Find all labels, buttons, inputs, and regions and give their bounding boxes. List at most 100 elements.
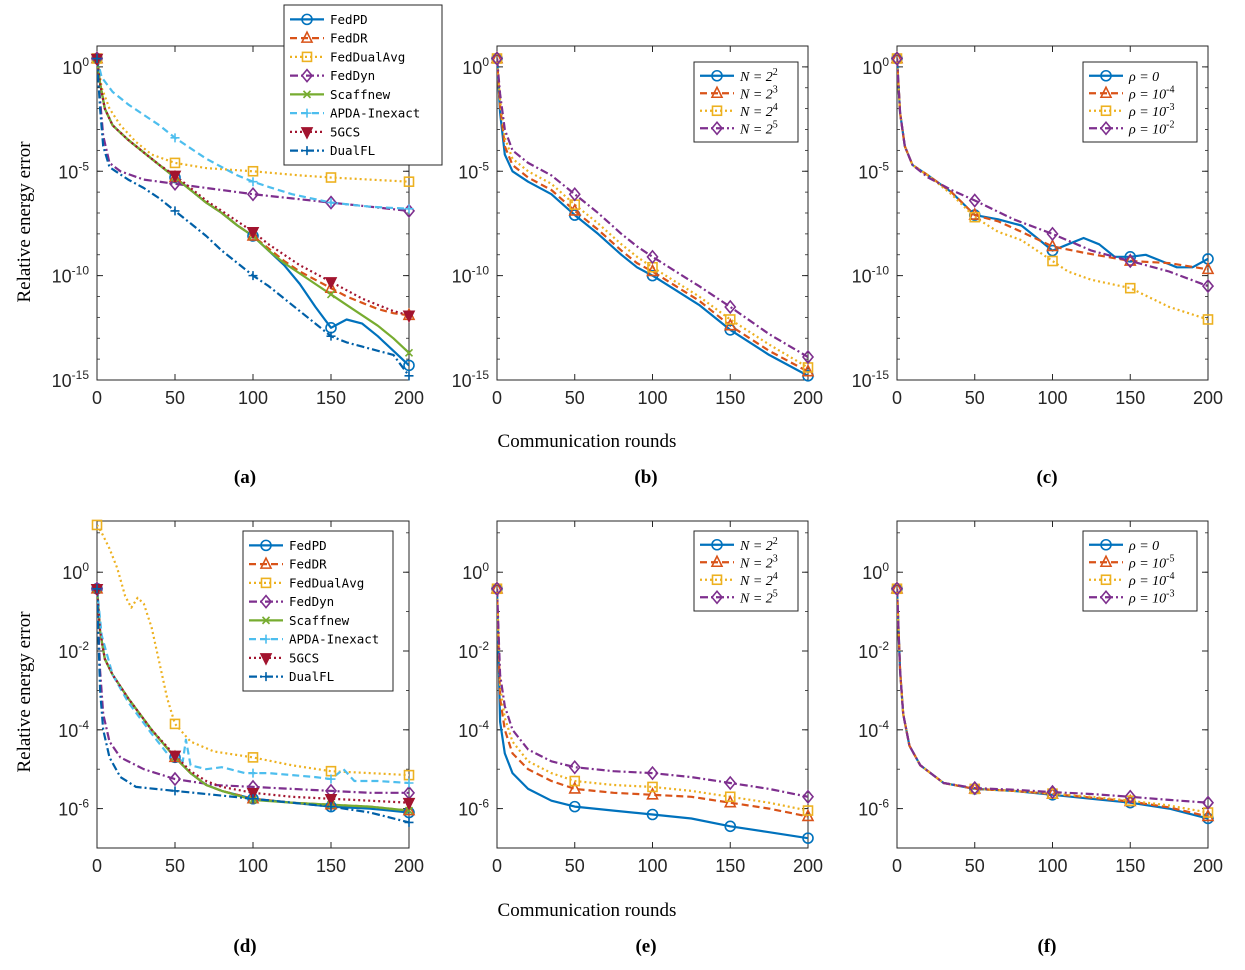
series-marker-3 — [1046, 226, 1059, 242]
legend-label: N = 24 — [739, 102, 778, 120]
legend-label: N = 24 — [739, 571, 778, 589]
legend-marker — [302, 90, 312, 99]
series-marker-2 — [724, 791, 736, 803]
series-marker-5 — [326, 774, 336, 784]
panel-label-f: (f) — [1038, 936, 1057, 957]
series-marker-0 — [568, 800, 581, 813]
legend-marker — [302, 108, 312, 118]
legend-label: FedDR — [330, 31, 368, 46]
series-marker-7 — [92, 54, 102, 64]
legend-label: ρ = 10-4 — [1128, 84, 1175, 102]
legend-marker — [261, 616, 271, 625]
legend-label: FedDyn — [330, 68, 375, 83]
series-marker-5 — [404, 204, 414, 214]
x-tick-label: 0 — [892, 856, 902, 876]
series-marker-3 — [490, 581, 504, 597]
legend-label: ρ = 0 — [1128, 539, 1159, 554]
legend-label: N = 23 — [739, 84, 778, 102]
x-tick-label: 100 — [238, 856, 268, 876]
series-marker-7 — [170, 786, 180, 796]
series-marker-3 — [568, 759, 581, 775]
series-group-b — [497, 58, 808, 377]
legend-marker — [259, 653, 273, 666]
x-tick-label: 150 — [316, 856, 346, 876]
legend-a: FedPD FedDR FedDualAvg FedDyn Scaffnew APDA-I… — [283, 4, 443, 166]
x-tick-label: 200 — [394, 388, 424, 408]
y-tick-label: 10-2 — [458, 639, 489, 662]
legend-marker — [1100, 574, 1112, 586]
series-marker-5 — [326, 198, 336, 208]
y-tick-label: 10-6 — [858, 797, 889, 820]
y-tick-label: 10-2 — [858, 639, 889, 662]
legend-b: N = 22N = 23N = 24N = 25 — [693, 61, 799, 143]
series-marker-7 — [170, 206, 180, 216]
x-tick-label: 50 — [165, 856, 185, 876]
series-marker-6 — [402, 797, 416, 811]
series-line-2 — [97, 58, 409, 183]
legend-label: ρ = 10-3 — [1128, 102, 1175, 120]
y-tick-label: 10-4 — [58, 718, 89, 741]
series-marker-0 — [403, 359, 415, 372]
series-line-6 — [97, 58, 409, 317]
legend-label: FedDR — [289, 557, 327, 572]
panel-label-d: (d) — [233, 936, 256, 957]
series-marker-3 — [168, 771, 182, 787]
legend-marker — [260, 539, 272, 552]
legend-marker — [302, 146, 312, 156]
x-tick-label: 150 — [715, 856, 745, 876]
series-marker-3 — [1046, 784, 1059, 800]
y-tick-label: 10-5 — [58, 159, 89, 182]
panel-label-c: (c) — [1036, 467, 1057, 488]
series-marker-2 — [724, 314, 736, 325]
legend-marker — [1100, 69, 1112, 82]
panel-label-b: (b) — [634, 467, 657, 488]
legend-label: FedDualAvg — [289, 575, 364, 590]
x-tick-label: 200 — [793, 388, 823, 408]
series-marker-6 — [324, 793, 338, 807]
series-line-3 — [97, 588, 409, 794]
legend-label: FedPD — [289, 538, 327, 553]
series-marker-3 — [968, 780, 981, 796]
series-marker-4 — [404, 806, 414, 815]
x-tick-label: 150 — [715, 388, 745, 408]
legend-marker — [711, 105, 723, 117]
y-tick-label: 10-4 — [458, 718, 489, 741]
panel-f: 100 10-2 10-4 10-6 0 50 100 150 200 ρ = 0ρ = 10-5… — [858, 520, 1223, 957]
series-marker-3 — [890, 51, 904, 66]
legend-marker — [1099, 85, 1113, 99]
legend-label: APDA-Inexact — [330, 106, 420, 121]
series-marker-1 — [402, 802, 416, 816]
legend-label: ρ = 0 — [1128, 70, 1159, 85]
y-tick-label: 10-6 — [458, 797, 489, 820]
legend-marker — [1100, 105, 1112, 117]
panel-label-a: (a) — [234, 467, 256, 488]
legend-marker — [259, 556, 273, 569]
series-marker-2 — [1124, 795, 1136, 807]
series-line-5 — [97, 588, 409, 785]
x-tick-label: 50 — [965, 856, 985, 876]
legend-marker — [710, 121, 724, 136]
x-tick-label: 0 — [492, 856, 502, 876]
legend-marker — [300, 68, 314, 83]
legend-marker — [711, 538, 723, 551]
x-tick-label: 200 — [394, 856, 424, 876]
series-line-1 — [497, 58, 808, 373]
series-marker-2 — [403, 176, 415, 187]
legend-marker — [300, 30, 314, 43]
series-marker-7 — [404, 371, 414, 381]
x-axis-label-bottom: Communication rounds — [498, 900, 677, 921]
series-marker-1 — [1201, 808, 1215, 822]
series-marker-7 — [326, 802, 336, 812]
x-tick-label: 100 — [637, 856, 667, 876]
x-tick-label: 0 — [92, 388, 102, 408]
legend-label: FedPD — [330, 12, 368, 27]
series-marker-2 — [169, 718, 181, 730]
legend-label: Scaffnew — [289, 613, 350, 628]
x-tick-label: 0 — [892, 388, 902, 408]
series-marker-2 — [169, 157, 181, 169]
